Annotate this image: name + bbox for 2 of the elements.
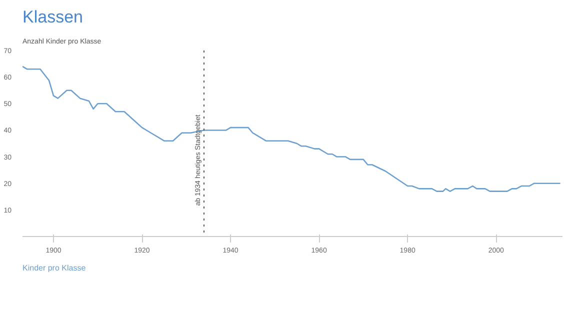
chart-title: Klassen (22, 8, 83, 26)
text: Kinder pro Klasse (22, 264, 86, 272)
